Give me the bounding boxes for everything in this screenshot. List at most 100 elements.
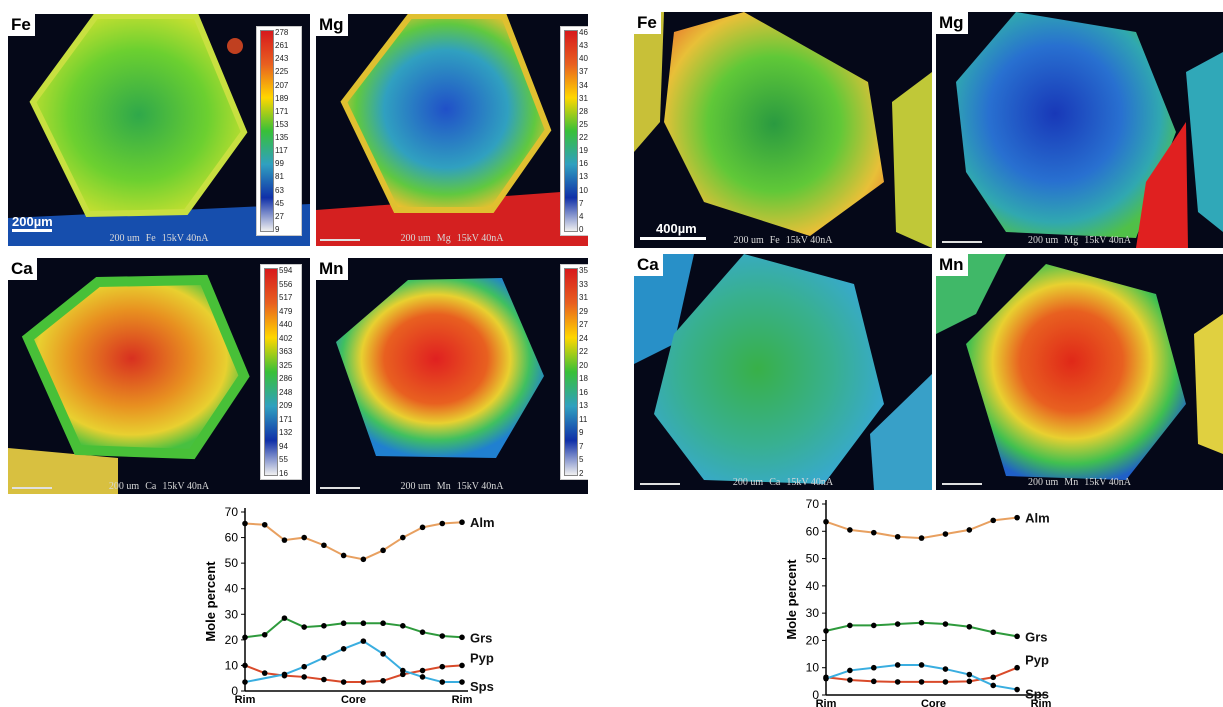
data-point — [870, 529, 877, 536]
colorbar-tick-label: 2 — [579, 468, 584, 478]
data-point — [360, 556, 367, 563]
right-ca-caption: 200 um Ca 15kV 40nA — [732, 477, 834, 488]
left-fe-colorbar-gradient — [260, 30, 274, 232]
series-label-alm: Alm — [1025, 511, 1050, 526]
data-point — [301, 624, 307, 630]
colorbar-tick-label: 13 — [579, 401, 588, 411]
colorbar-tick-label: 55 — [279, 455, 288, 465]
colorbar-tick-label: 135 — [275, 133, 289, 142]
data-point — [439, 633, 446, 639]
colorbar-tick-label: 402 — [279, 333, 293, 343]
data-point — [990, 517, 997, 524]
data-point — [990, 682, 997, 689]
data-point — [870, 678, 877, 685]
data-point — [261, 521, 268, 528]
data-point — [261, 631, 268, 638]
colorbar-tick-label: 22 — [579, 347, 588, 357]
data-point — [400, 622, 406, 629]
data-point — [340, 620, 347, 627]
colorbar-tick-label: 207 — [275, 80, 289, 90]
colorbar-tick-label: 9 — [579, 428, 584, 438]
series-label-sps: Sps — [470, 679, 494, 694]
x-tick-label: Rim — [1031, 698, 1052, 707]
y-tick-label: 30 — [225, 607, 239, 621]
right-mg-map: Mg 200 um Mg 15kV 40nA — [936, 12, 1223, 248]
data-point — [990, 629, 997, 636]
colorbar-tick-label: 99 — [275, 159, 284, 169]
data-point — [1014, 633, 1020, 640]
data-point — [823, 675, 829, 682]
left-mn-scale-bar — [320, 487, 360, 489]
data-point — [380, 651, 386, 657]
data-point — [400, 534, 406, 541]
colorbar-tick-label: 225 — [275, 67, 289, 77]
x-tick-label: Rim — [816, 698, 837, 707]
data-point — [1014, 664, 1020, 671]
colorbar-tick-label: 31 — [579, 293, 588, 303]
y-tick-label: 30 — [806, 606, 820, 620]
series-line-sps — [244, 640, 462, 684]
data-point — [419, 674, 426, 680]
data-point — [1014, 686, 1020, 693]
data-point — [380, 677, 386, 684]
left-mn-image — [336, 278, 544, 458]
right-mg-image — [956, 12, 1223, 248]
data-point — [894, 679, 901, 685]
colorbar-tick-label: 34 — [579, 80, 588, 90]
data-point — [419, 524, 426, 531]
left-fe-image — [8, 14, 310, 246]
data-point — [439, 520, 446, 527]
right-fe-scale-label: 400µm — [656, 221, 697, 236]
data-point — [360, 638, 367, 644]
data-point — [823, 518, 829, 525]
colorbar-tick-label: 63 — [275, 185, 284, 195]
colorbar-tick-label: 117 — [275, 146, 288, 156]
data-point — [321, 622, 327, 629]
colorbar-tick-label: 27 — [579, 320, 588, 330]
data-point — [942, 621, 949, 627]
data-point — [281, 615, 288, 621]
colorbar-tick-label: 248 — [279, 387, 293, 397]
colorbar-tick-label: 325 — [279, 360, 293, 370]
data-point — [459, 634, 465, 641]
left-fe-colorbar: 278 261 243 225 207 189 171 153 135 117 99 81 63 45 27… — [256, 26, 302, 236]
right-fe-scale-bar — [640, 237, 706, 240]
x-tick-label: Rim — [235, 694, 256, 706]
colorbar-tick-label: 43 — [579, 41, 588, 51]
right-ca-image — [634, 254, 932, 490]
colorbar-tick-label: 22 — [579, 133, 588, 142]
colorbar-tick-label: 4 — [579, 211, 584, 221]
colorbar-tick-label: 25 — [579, 119, 588, 129]
series-line-alm — [825, 516, 1018, 540]
series-label-pyp: Pyp — [470, 650, 494, 665]
data-point — [380, 547, 386, 554]
data-point — [870, 664, 877, 671]
data-point — [242, 634, 248, 641]
right-fe-image — [634, 12, 932, 248]
right-mn-image — [936, 254, 1223, 480]
left-fe-scale-label: 200µm — [12, 214, 53, 229]
data-point — [340, 646, 347, 652]
right-fe-caption: 200 um Fe 15kV 40nA — [733, 235, 833, 246]
series-label-grs: Grs — [470, 630, 492, 645]
left-mg-colorbar-ticks: 46 43 40 37 34 31 28 25 22 19 16 13 10 7 4 0 — [579, 28, 588, 234]
right-fe-map: Fe 400µm 200 um Fe 15kV 40nA — [634, 12, 932, 248]
colorbar-tick-label: 261 — [275, 41, 289, 51]
colorbar-tick-label: 33 — [579, 279, 588, 289]
series-line-alm — [244, 521, 463, 561]
data-point — [966, 671, 973, 678]
y-tick-label: 70 — [225, 505, 239, 519]
right-mn-caption: 200 um Mn 15kV 40nA — [1028, 477, 1131, 488]
data-point — [966, 527, 973, 533]
colorbar-tick-label: 31 — [579, 93, 588, 103]
y-tick-label: 10 — [806, 661, 820, 675]
data-point — [847, 677, 853, 683]
y-tick-label: 60 — [225, 531, 239, 545]
right-mn-scale-bar — [942, 483, 982, 485]
right-ca-element-label: Ca — [634, 254, 663, 276]
y-tick-label: 50 — [225, 556, 239, 570]
colorbar-tick-label: 243 — [275, 54, 289, 64]
series-line-grs — [244, 616, 463, 639]
data-point — [321, 542, 327, 549]
colorbar-tick-label: 46 — [579, 28, 588, 37]
